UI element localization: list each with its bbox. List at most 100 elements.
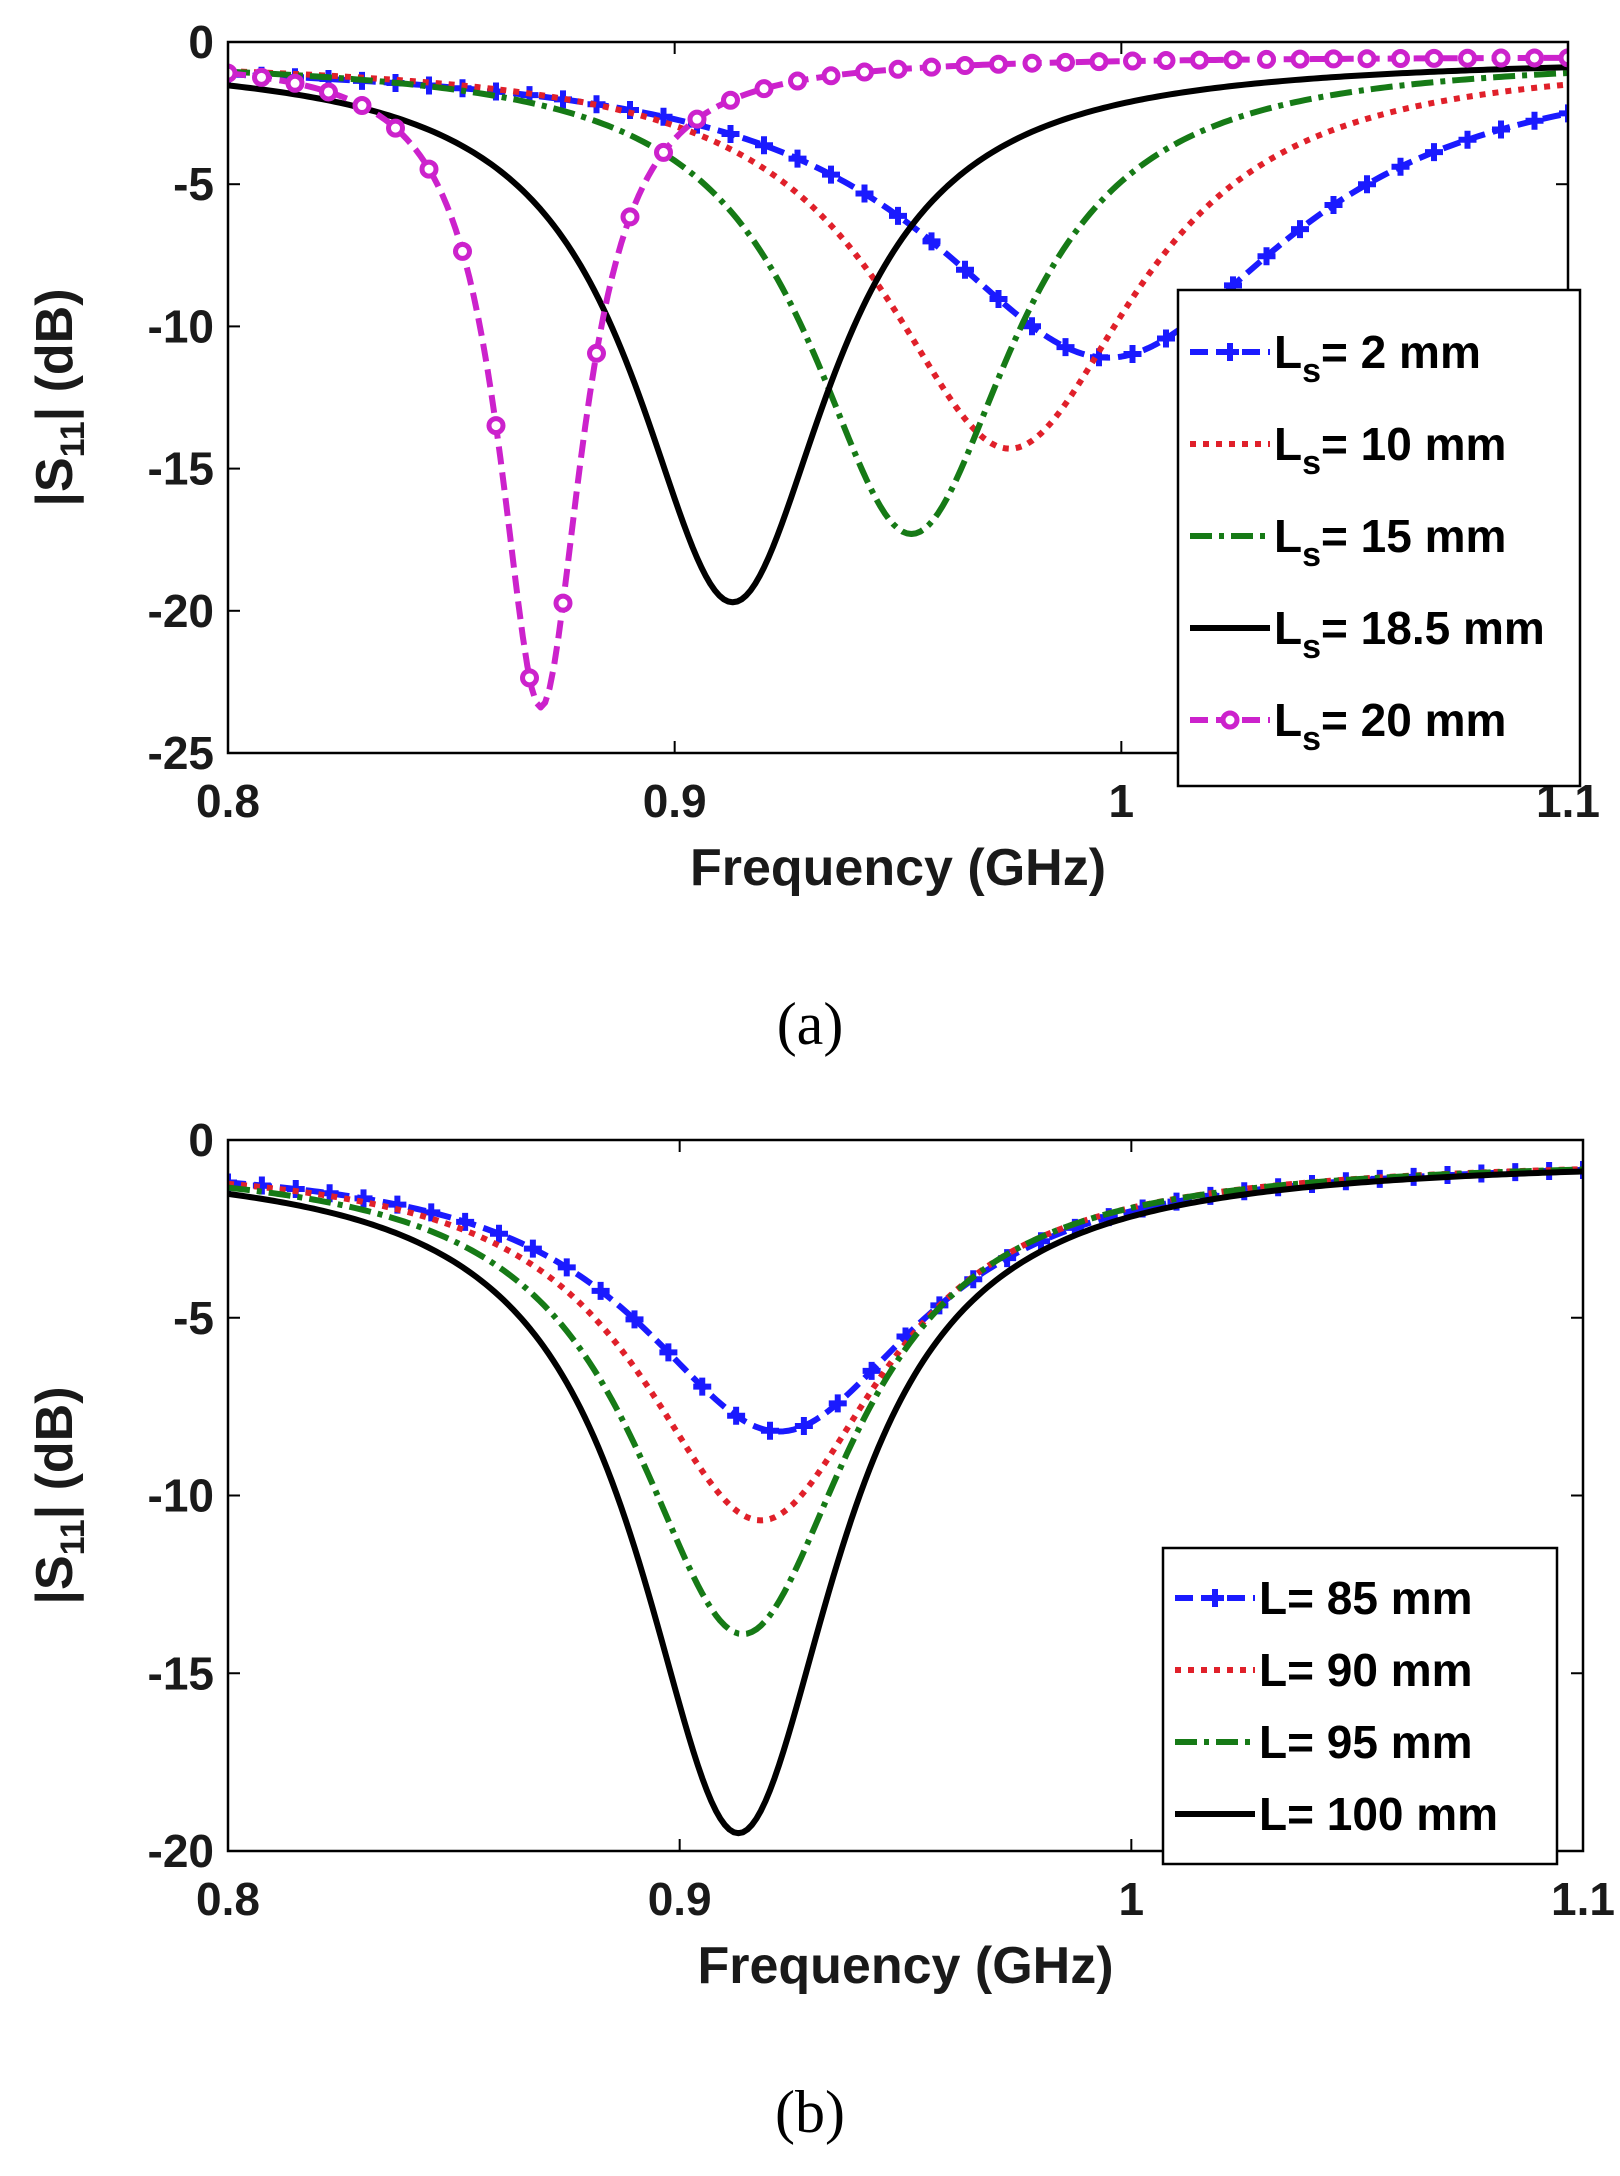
chart-b-ytick-label: -5	[173, 1292, 214, 1344]
chart-a-legend-label-0: Ls= 2 mm	[1274, 326, 1481, 390]
chart-a-legend-marker-4	[1220, 710, 1240, 730]
chart-a-series-marker-4	[419, 159, 439, 179]
chart-b-ytick-label: -20	[148, 1825, 214, 1877]
chart-b-xtick-label: 1	[1119, 1873, 1145, 1925]
chart-a-series-marker-4	[788, 71, 807, 91]
chart-a-series-marker-0	[1324, 195, 1343, 214]
chart-b-svg: 0.8 0.9 1 1.1 0 -5 -10 -15 -20 Frequency (GHz) |…	[26, 1114, 1615, 1995]
chart-a-series-line-3	[228, 64, 1568, 606]
chart-b-series-marker-0	[557, 1258, 576, 1277]
chart-a-series-marker-4	[922, 57, 941, 77]
chart-a-series-marker-0	[956, 260, 974, 279]
chart-a-series-marker-4	[520, 668, 539, 688]
chart-a-series-marker-0	[1056, 338, 1075, 357]
chart-b-caption: (b)	[775, 2079, 845, 2145]
chart-a-series-marker-4	[1223, 50, 1243, 70]
chart-a-series-marker-4	[754, 79, 774, 99]
chart-a-series-marker-4	[285, 73, 305, 93]
chart-b-legend-label-3: L= 100 mm	[1259, 1788, 1498, 1840]
chart-a-series-marker-4	[1089, 52, 1109, 72]
chart-a-series-marker-0	[1525, 111, 1544, 130]
chart-a-series-marker-4	[955, 56, 975, 76]
chart-b-series-marker-0	[828, 1394, 847, 1413]
chart-a-series-marker-0	[755, 136, 773, 155]
chart-a-xtick-label: 0.9	[643, 775, 707, 827]
chart-b-legend-marker-0	[1206, 1589, 1224, 1607]
chart-a-series-marker-0	[889, 206, 907, 225]
chart-a-series-marker-0	[1425, 143, 1443, 162]
chart-a-series-marker-4	[654, 142, 673, 162]
chart-a-series-marker-0	[1157, 329, 1175, 348]
chart-a-series-marker-4	[888, 59, 908, 79]
chart-a-series-marker-4	[989, 54, 1008, 74]
chart-b-series-marker-0	[591, 1281, 610, 1300]
chart-a-series-marker-0	[721, 125, 740, 144]
chart-b-ytick-label: -15	[148, 1647, 214, 1699]
chart-a-svg: 0.8 0.9 1 1.10-5-10-15-20-25 Frequency (GHz…	[26, 16, 1600, 897]
chart-a-series-marker-4	[553, 593, 573, 613]
chart-b-series-marker-0	[456, 1212, 475, 1231]
chart-a-series-marker-4	[855, 62, 874, 82]
chart-a-caption: (a)	[776, 991, 844, 1057]
chart-a-series-marker-0	[1492, 120, 1510, 139]
chart-b-series-marker-0	[794, 1417, 813, 1436]
chart-a-series-line-2	[228, 68, 1568, 538]
chart-a-series-marker-0	[1358, 175, 1376, 194]
chart-a-series-line-1	[228, 68, 1568, 452]
chart-b-series-marker-0	[761, 1421, 779, 1440]
chart-a-ytick-label: -20	[148, 585, 214, 637]
chart-b-series-marker-0	[693, 1377, 712, 1396]
chart-b-series-marker-0	[727, 1406, 746, 1425]
chart-b-ylabel-sub: 11	[54, 1519, 92, 1555]
chart-panel-a: 0.8 0.9 1 1.1 0 -5 -10 -15 -20 -25 Frequency (GHz…	[0, 0, 1620, 1000]
chart-a-series-marker-0	[1559, 104, 1568, 123]
chart-a-legend-label-4: Ls= 20 mm	[1274, 694, 1506, 758]
chart-a-legend-label-2: Ls= 15 mm	[1274, 510, 1506, 574]
chart-a-legend-label-3: Ls= 18.5 mm	[1274, 602, 1545, 666]
chart-panel-b: 0.8 0.9 1 1.1 0 -5 -10 -15 -20 Frequency (GHz) |…	[0, 1088, 1620, 2088]
chart-b-series-marker-0	[523, 1239, 542, 1258]
chart-a-ytick-label: -5	[173, 158, 214, 210]
chart-a-series-marker-4	[821, 66, 841, 86]
chart-b-series-marker-0	[422, 1203, 441, 1222]
chart-a-series-marker-4	[453, 241, 472, 261]
chart-a-ytick-label: -15	[148, 443, 214, 495]
chart-a-series-marker-4	[1491, 48, 1511, 68]
chart-a-ylabel-prefix: |S	[26, 457, 84, 506]
chart-a-series-marker-0	[1458, 130, 1477, 149]
chart-b-ytick-label: 0	[188, 1114, 214, 1166]
chart-b-legend-label-2: L= 95 mm	[1259, 1716, 1473, 1768]
chart-a-series-marker-0	[1257, 247, 1276, 266]
chart-a-series-marker-0	[788, 149, 807, 168]
chart-a-series-marker-4	[386, 118, 405, 138]
chart-b-series-marker-0	[659, 1343, 678, 1362]
chart-a-series-marker-0	[922, 232, 941, 251]
chart-a-series-marker-0	[1291, 220, 1309, 239]
chart-b-ylabel-suffix: | (dB)	[26, 1386, 84, 1519]
chart-b-ytick-label: -10	[148, 1470, 214, 1522]
chart-a-legend: Ls= 2 mm Ls= 10 mm Ls= 15 mm Ls= 18.5 mm Ls=…	[1176, 288, 1582, 788]
chart-b-ylabel-prefix: |S	[26, 1555, 84, 1604]
chart-a-series-marker-4	[1458, 48, 1477, 68]
chart-a-series-marker-4	[620, 207, 640, 227]
chart-a-ylabel: |S11| (dB)	[26, 288, 92, 506]
chart-a-series-marker-4	[252, 67, 271, 87]
chart-b-xlabel: Frequency (GHz)	[697, 1937, 1113, 1995]
chart-b-series-marker-0	[490, 1224, 508, 1243]
chart-b-xtick-label: 1.1	[1551, 1873, 1615, 1925]
chart-a-series-marker-4	[228, 63, 238, 83]
chart-a-series-marker-0	[855, 184, 874, 203]
chart-b-series-marker-0	[862, 1361, 881, 1380]
chart-a-ytick-label: -25	[148, 727, 214, 779]
chart-a-series-marker-4	[1123, 51, 1142, 71]
chart-a-series-marker-4	[1022, 53, 1042, 73]
chart-a-series-marker-0	[1391, 157, 1410, 176]
chart-a-xtick-label: 0.8	[196, 775, 260, 827]
chart-a-legend-marker-0	[1221, 343, 1239, 361]
chart-a-series-marker-4	[1558, 48, 1568, 68]
chart-a-series-marker-4	[1156, 51, 1176, 71]
chart-a-series-marker-4	[1190, 50, 1209, 70]
chart-a-ytick-label: -10	[148, 300, 214, 352]
chart-a-series-marker-4	[587, 343, 606, 363]
chart-a-series-marker-0	[1023, 317, 1041, 336]
